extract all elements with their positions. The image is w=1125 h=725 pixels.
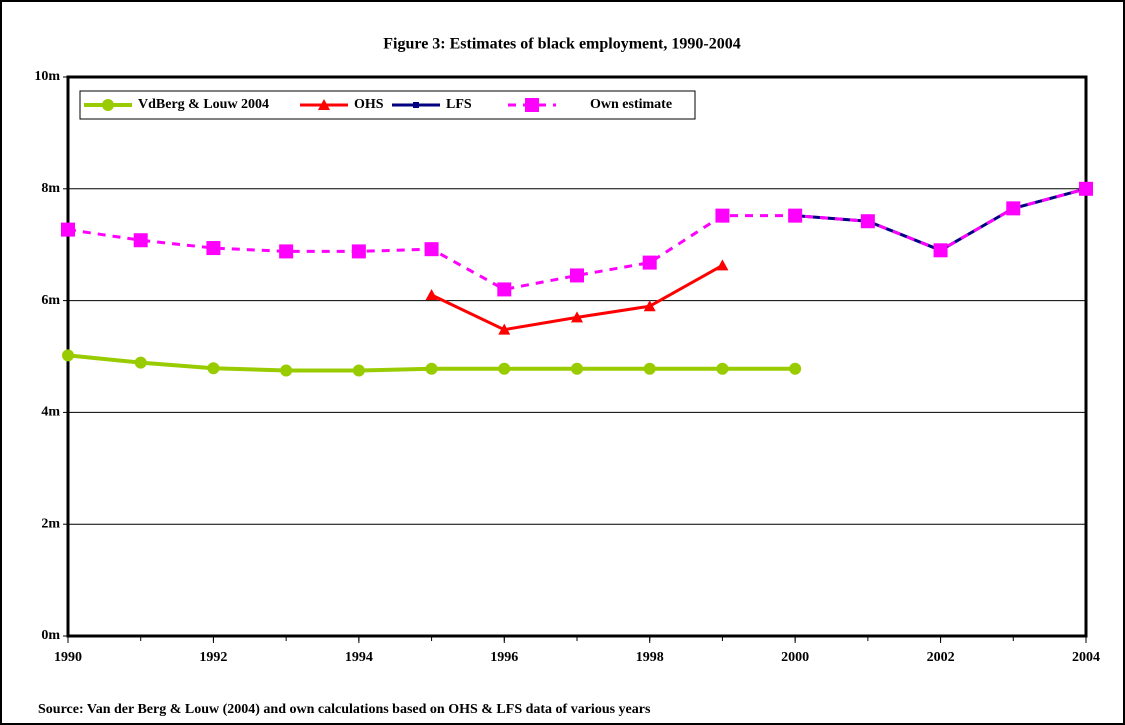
x-tick-label: 1990 — [54, 650, 82, 665]
legend-marker — [318, 99, 330, 110]
chart-title: Figure 3: Estimates of black employment,… — [383, 36, 740, 53]
x-tick-label: 1996 — [490, 650, 518, 665]
marker — [498, 323, 511, 335]
legend-label: VdBerg & Louw 2004 — [138, 97, 269, 112]
marker — [715, 208, 730, 223]
y-tick-label: 8m — [41, 181, 60, 196]
x-tick-label: 2004 — [1072, 650, 1100, 665]
x-tick-label: 1994 — [345, 650, 373, 665]
source-note: Source: Van der Berg & Louw (2004) and o… — [38, 702, 651, 717]
marker — [425, 289, 438, 301]
legend-box — [79, 90, 696, 120]
y-tick-label: 6m — [41, 293, 60, 308]
marker — [571, 311, 583, 323]
marker — [1006, 201, 1021, 216]
y-tick-label: 2m — [41, 516, 60, 531]
x-tick-label: 1998 — [636, 650, 664, 665]
marker — [280, 364, 293, 377]
marker — [352, 364, 365, 377]
x-tick-label: 1992 — [199, 650, 227, 665]
marker — [933, 243, 948, 258]
marker — [351, 244, 366, 259]
marker — [424, 242, 439, 257]
legend-marker — [102, 99, 114, 111]
y-tick-label: 0m — [41, 628, 60, 643]
legend-label: Own estimate — [590, 97, 672, 112]
marker — [62, 349, 74, 362]
marker — [642, 255, 657, 270]
marker — [1079, 181, 1093, 196]
y-tick-label: 10m — [34, 69, 60, 84]
marker — [206, 241, 221, 256]
marker — [498, 362, 511, 375]
marker — [279, 244, 294, 259]
marker — [789, 362, 802, 375]
marker — [497, 282, 512, 297]
marker — [716, 362, 729, 375]
marker — [788, 208, 803, 223]
marker — [643, 300, 656, 312]
series-line — [67, 187, 1087, 291]
y-tick-label: 4m — [41, 405, 60, 420]
marker — [425, 362, 438, 375]
marker — [716, 259, 729, 271]
marker — [570, 268, 584, 283]
legend-label: LFS — [446, 97, 472, 112]
marker — [207, 362, 220, 375]
legend-marker — [413, 102, 419, 108]
x-tick-label: 2002 — [927, 650, 955, 665]
marker — [61, 222, 75, 237]
marker — [571, 362, 583, 375]
marker — [133, 233, 148, 248]
legend-label: OHS — [354, 97, 384, 112]
marker — [860, 214, 875, 229]
marker — [643, 362, 656, 375]
marker — [134, 356, 147, 369]
x-tick-label: 2000 — [781, 650, 809, 665]
legend-marker — [525, 98, 539, 112]
